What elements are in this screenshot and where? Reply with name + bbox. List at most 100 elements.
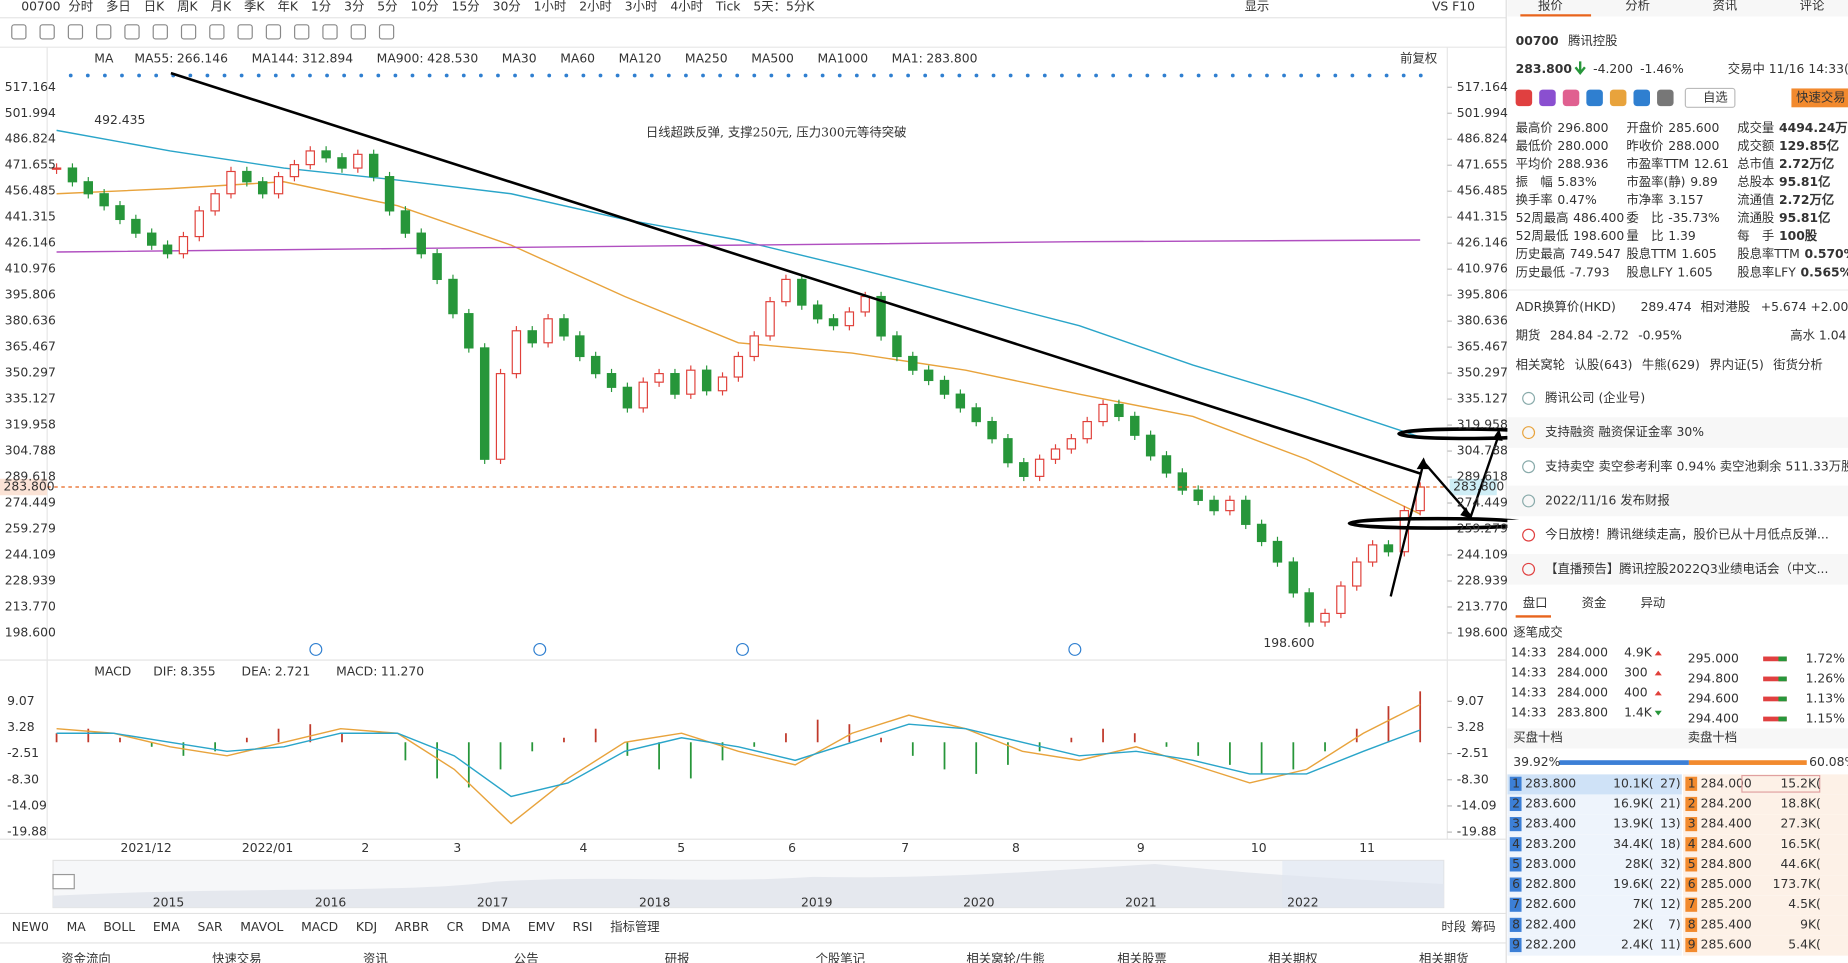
- period-tab[interactable]: 4小时: [670, 0, 703, 14]
- tool-icon[interactable]: [209, 24, 225, 40]
- period-tab[interactable]: Tick: [715, 0, 741, 14]
- news-row[interactable]: [1507, 553, 1848, 585]
- news-row[interactable]: [1507, 383, 1848, 414]
- badge-icon[interactable]: [1539, 89, 1556, 107]
- tool-icon[interactable]: [180, 24, 197, 40]
- badge-icon[interactable]: [1562, 89, 1580, 107]
- warrant-link[interactable]: 界内证(5): [1709, 358, 1764, 372]
- period-tab[interactable]: 年K: [277, 0, 298, 14]
- tool-icon[interactable]: [322, 24, 338, 40]
- indicator-tab[interactable]: ARBR: [395, 920, 430, 934]
- warrant-link[interactable]: 认股(643): [1575, 358, 1633, 372]
- warrant-link[interactable]: 牛熊(629): [1642, 357, 1700, 372]
- bottom-tab[interactable]: 个股笔记: [816, 951, 865, 963]
- badge-icon[interactable]: [1657, 89, 1674, 107]
- watch-btn[interactable]: [1684, 87, 1736, 108]
- indicator-tab[interactable]: MA: [67, 920, 87, 934]
- news-text[interactable]: 腾讯公司 (企业号): [1545, 390, 1645, 405]
- badge-icon[interactable]: [1609, 89, 1627, 107]
- period-tab[interactable]: 1小时: [534, 0, 567, 14]
- panel-tab[interactable]: 评论: [1800, 0, 1825, 12]
- tool-icon[interactable]: [237, 24, 253, 40]
- tool-icon[interactable]: [39, 24, 55, 40]
- tool-icon[interactable]: [152, 24, 168, 40]
- indicator-tab[interactable]: BOLL: [103, 920, 135, 934]
- news-row[interactable]: [1507, 485, 1848, 517]
- tool-icon[interactable]: [294, 24, 310, 40]
- indicator-tab[interactable]: 筹码: [1471, 919, 1496, 934]
- sub-tab[interactable]: 盘口: [1523, 595, 1548, 610]
- period-tab[interactable]: 1分: [311, 0, 331, 14]
- bottom-tab[interactable]: 相关股票: [1117, 952, 1166, 963]
- tool-icon[interactable]: [96, 24, 112, 40]
- event-icon[interactable]: [309, 642, 323, 656]
- indicator-tab[interactable]: NEW0: [12, 920, 49, 934]
- indicator-tab[interactable]: 时段: [1441, 919, 1466, 934]
- stock-code[interactable]: 00700: [21, 0, 60, 14]
- period-tab[interactable]: 10分: [410, 0, 438, 14]
- adjust[interactable]: 前复权: [1400, 50, 1437, 65]
- indicator-tab[interactable]: 指标管理: [610, 919, 659, 934]
- news-text[interactable]: 2022/11/16 发布财报: [1545, 492, 1670, 507]
- trade-btn[interactable]: [1791, 88, 1848, 108]
- indicator-tab[interactable]: EMV: [528, 920, 555, 934]
- period-tab[interactable]: 5天：5分K: [753, 0, 815, 14]
- bottom-tab[interactable]: 相关期权: [1268, 952, 1317, 963]
- panel-tab[interactable]: 资讯: [1712, 0, 1737, 12]
- news-text[interactable]: 今日放榜！腾讯继续走高，股价已从十月低点反弹...: [1545, 527, 1829, 542]
- indicator-tab[interactable]: CR: [447, 920, 465, 934]
- news-text[interactable]: 支持融资 融资保证金率 30%: [1545, 424, 1704, 439]
- toolbar-item[interactable]: 显示: [1245, 0, 1270, 14]
- news-text[interactable]: 支持卖空 卖空参考利率 0.94% 卖空池剩余 511.33万股: [1545, 458, 1848, 473]
- panel-tab[interactable]: 报价: [1538, 0, 1563, 12]
- news-row[interactable]: [1507, 519, 1848, 551]
- trade-btn-label[interactable]: 快速交易: [1796, 89, 1845, 104]
- bottom-tab[interactable]: 快速交易: [212, 951, 261, 963]
- period-tab[interactable]: 分时: [68, 0, 93, 14]
- tool-icon[interactable]: [67, 24, 84, 40]
- event-icon[interactable]: [1068, 642, 1082, 656]
- period-tab[interactable]: 30分: [493, 0, 521, 14]
- indicator-tab[interactable]: KDJ: [356, 920, 377, 934]
- period-tab[interactable]: 季K: [244, 0, 265, 14]
- tool-icon[interactable]: [350, 24, 366, 40]
- badge-icon[interactable]: [1633, 89, 1651, 107]
- indicator-tab[interactable]: RSI: [572, 920, 592, 934]
- bottom-tab[interactable]: 相关窝轮/牛熊: [966, 951, 1044, 963]
- sub-tab[interactable]: 资金: [1582, 595, 1607, 610]
- timeline-handle[interactable]: [52, 873, 75, 890]
- bottom-tab[interactable]: 资金流向: [61, 951, 110, 963]
- news-text[interactable]: 【直播预告】腾讯控股2022Q3业绩电话会（中文...: [1545, 561, 1828, 576]
- tool-icon[interactable]: [378, 24, 395, 40]
- period-tab[interactable]: 月K: [211, 0, 232, 14]
- bottom-tab[interactable]: 资讯: [363, 952, 388, 963]
- period-tab[interactable]: 2小时: [579, 0, 612, 14]
- indicator-tab[interactable]: MAVOL: [240, 920, 283, 934]
- watch-btn-label[interactable]: 自选: [1703, 90, 1728, 104]
- news-row[interactable]: [1507, 417, 1848, 448]
- period-tab[interactable]: 多日: [106, 0, 131, 14]
- tool-icon[interactable]: [11, 24, 27, 40]
- badge-icon[interactable]: [1515, 89, 1533, 107]
- period-tab[interactable]: 3分: [344, 0, 364, 14]
- period-tab[interactable]: 5分: [377, 0, 397, 14]
- bottom-tab[interactable]: 研报: [665, 951, 690, 963]
- event-icon[interactable]: [533, 642, 547, 656]
- warrant-link[interactable]: 街货分析: [1773, 357, 1822, 372]
- sub-tab[interactable]: 异动: [1641, 596, 1666, 610]
- period-tab[interactable]: 周K: [177, 0, 198, 14]
- indicator-tab[interactable]: SAR: [197, 920, 223, 934]
- indicator-tab[interactable]: DMA: [482, 920, 511, 934]
- tool-icon[interactable]: [124, 24, 140, 40]
- panel-tab[interactable]: 分析: [1625, 0, 1650, 12]
- period-tab[interactable]: 15分: [452, 0, 480, 14]
- badge-icon[interactable]: [1586, 89, 1603, 107]
- period-tab[interactable]: 日K: [144, 0, 165, 14]
- bottom-tab[interactable]: 公告: [514, 952, 539, 963]
- period-tab[interactable]: 3小时: [625, 0, 658, 14]
- toolbar-item[interactable]: VS F10: [1432, 0, 1475, 14]
- bottom-tab[interactable]: 相关期货: [1419, 951, 1468, 963]
- timeline-window[interactable]: [1282, 860, 1444, 908]
- news-row[interactable]: [1507, 451, 1848, 483]
- indicator-tab[interactable]: MACD: [301, 920, 338, 934]
